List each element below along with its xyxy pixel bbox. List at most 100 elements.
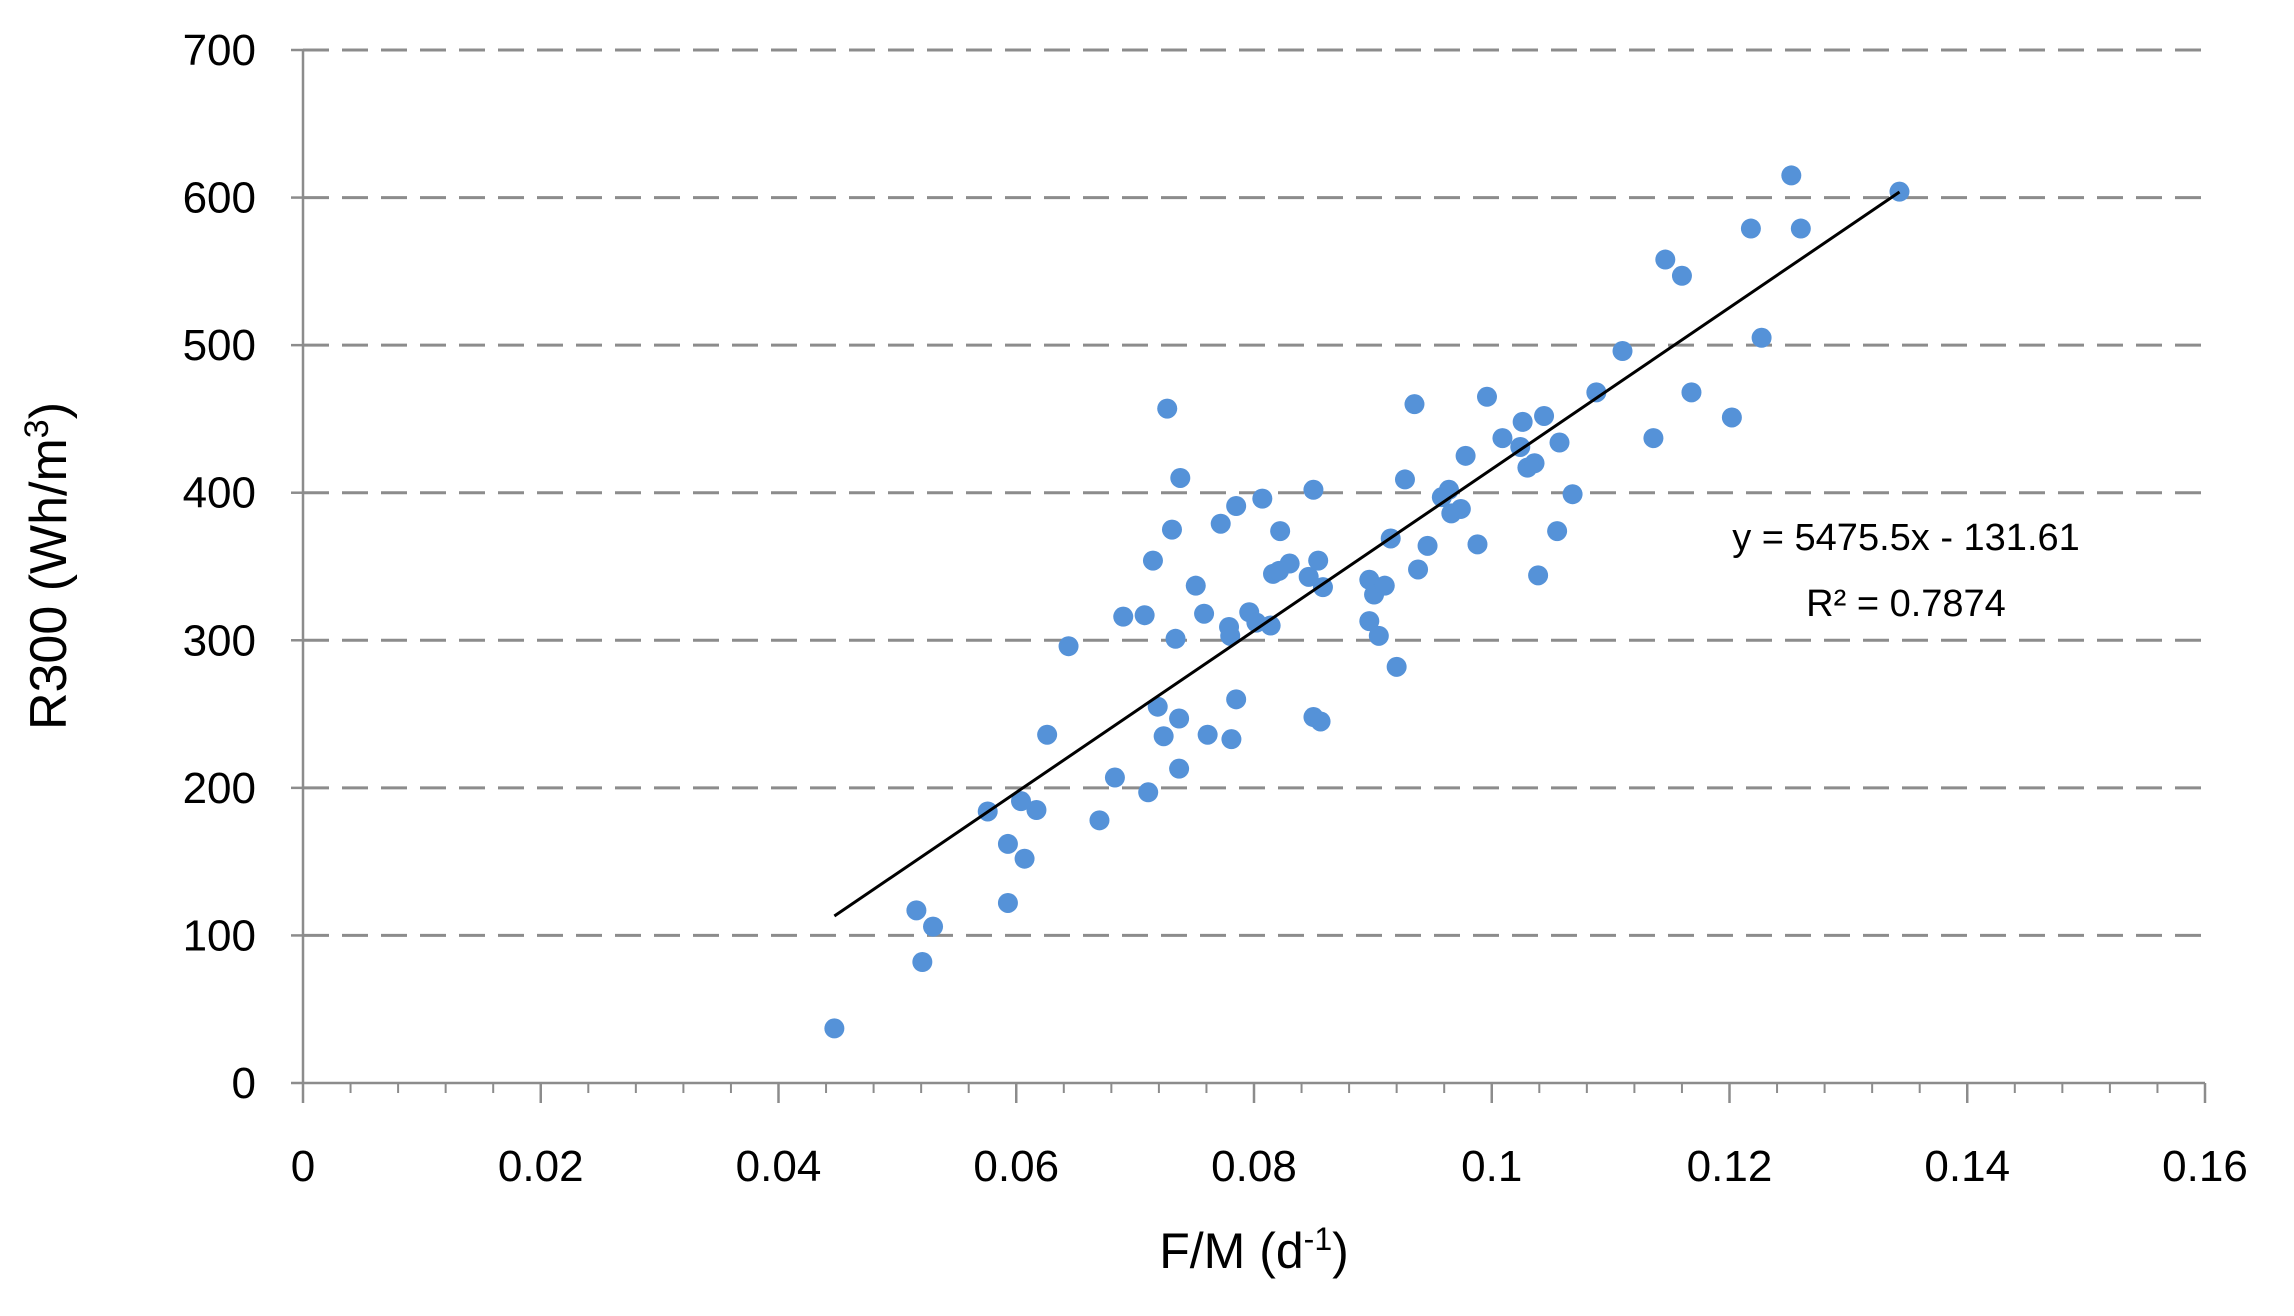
point: [1404, 394, 1425, 415]
point: [1169, 708, 1190, 729]
point: [1113, 606, 1134, 627]
point: [1226, 689, 1247, 710]
x-tick-label: 0.14: [1924, 1142, 2010, 1191]
point: [1408, 559, 1429, 580]
point: [824, 1018, 845, 1039]
point: [1790, 218, 1811, 239]
x-tick-label: 0: [291, 1142, 315, 1191]
point: [997, 833, 1018, 854]
point: [1157, 398, 1178, 419]
point: [906, 900, 927, 921]
point: [1303, 479, 1324, 500]
point: [1534, 405, 1555, 426]
y-axis-title: R300 (Wh/m3): [18, 402, 78, 730]
point: [1310, 711, 1331, 732]
point: [1549, 432, 1570, 453]
x-tick-label: 0.06: [973, 1142, 1059, 1191]
point: [1194, 603, 1215, 624]
point: [1368, 625, 1389, 646]
point: [1298, 566, 1319, 587]
point: [1781, 165, 1802, 186]
point: [1547, 521, 1568, 542]
point: [1260, 615, 1281, 636]
x-axis-title-end: ): [1332, 1223, 1349, 1279]
point: [1512, 411, 1533, 432]
point: [1308, 550, 1329, 571]
point: [1562, 484, 1583, 505]
point: [1134, 605, 1155, 626]
point: [1089, 810, 1110, 831]
point: [1147, 696, 1168, 717]
point: [1394, 469, 1415, 490]
point: [1142, 550, 1163, 571]
point: [1037, 724, 1058, 745]
point: [1643, 428, 1664, 449]
point: [1889, 181, 1910, 202]
y-tick-label: 0: [232, 1059, 256, 1108]
point: [1270, 521, 1291, 542]
x-axis-title-text: F/M (d: [1159, 1223, 1303, 1279]
x-tick-label: 0.02: [498, 1142, 584, 1191]
trend-line: [833, 190, 1901, 918]
x-tick-label: 0.08: [1211, 1142, 1297, 1191]
trend-equation: y = 5475.5x - 131.61: [1732, 517, 2080, 559]
point: [1417, 535, 1438, 556]
point: [1524, 453, 1545, 474]
y-tick-label: 200: [183, 764, 256, 813]
point: [1185, 575, 1206, 596]
point: [1721, 407, 1742, 428]
point: [1170, 467, 1191, 488]
point: [1612, 341, 1633, 362]
point: [1455, 445, 1476, 466]
point: [1169, 758, 1190, 779]
point: [912, 951, 933, 972]
point: [1197, 724, 1218, 745]
point: [997, 892, 1018, 913]
point: [1450, 498, 1471, 519]
point: [1252, 488, 1273, 509]
point: [1104, 767, 1125, 788]
point: [1058, 636, 1079, 657]
point: [1586, 382, 1607, 403]
point: [1011, 791, 1032, 812]
point: [923, 916, 944, 937]
x-axis-title: F/M (d-1): [1159, 1221, 1349, 1279]
point: [1138, 782, 1159, 803]
point: [1226, 495, 1247, 516]
x-axis-title-sup: -1: [1304, 1221, 1332, 1257]
point: [1492, 428, 1513, 449]
y-tick-label: 700: [183, 26, 256, 75]
point: [1386, 656, 1407, 677]
x-tick-label: 0.04: [736, 1142, 822, 1191]
y-axis-title-text: R300 (Wh/m: [20, 438, 78, 730]
point: [1014, 848, 1035, 869]
point: [1671, 265, 1692, 286]
point: [1740, 218, 1761, 239]
point: [1279, 553, 1300, 574]
x-tick-label: 0.12: [1687, 1142, 1773, 1191]
y-tick-label: 600: [183, 174, 256, 223]
y-tick-label: 400: [183, 469, 256, 518]
point: [1153, 726, 1174, 747]
point: [1359, 611, 1380, 632]
y-tick-label: 500: [183, 321, 256, 370]
point: [1528, 565, 1549, 586]
point: [1026, 799, 1047, 820]
point: [1655, 249, 1676, 270]
point: [1476, 386, 1497, 407]
point: [1751, 327, 1772, 348]
y-axis-title-sup: 3: [18, 419, 56, 438]
point: [1374, 575, 1395, 596]
point: [1681, 382, 1702, 403]
point: [1165, 628, 1186, 649]
y-tick-label: 100: [183, 911, 256, 960]
x-tick-label: 0.1: [1461, 1142, 1522, 1191]
y-axis-title-end: ): [20, 402, 78, 419]
point: [1221, 729, 1242, 750]
trend-r2: R² = 0.7874: [1806, 583, 2006, 625]
point: [1161, 519, 1182, 540]
y-tick-label: 300: [183, 616, 256, 665]
point: [1210, 513, 1231, 534]
